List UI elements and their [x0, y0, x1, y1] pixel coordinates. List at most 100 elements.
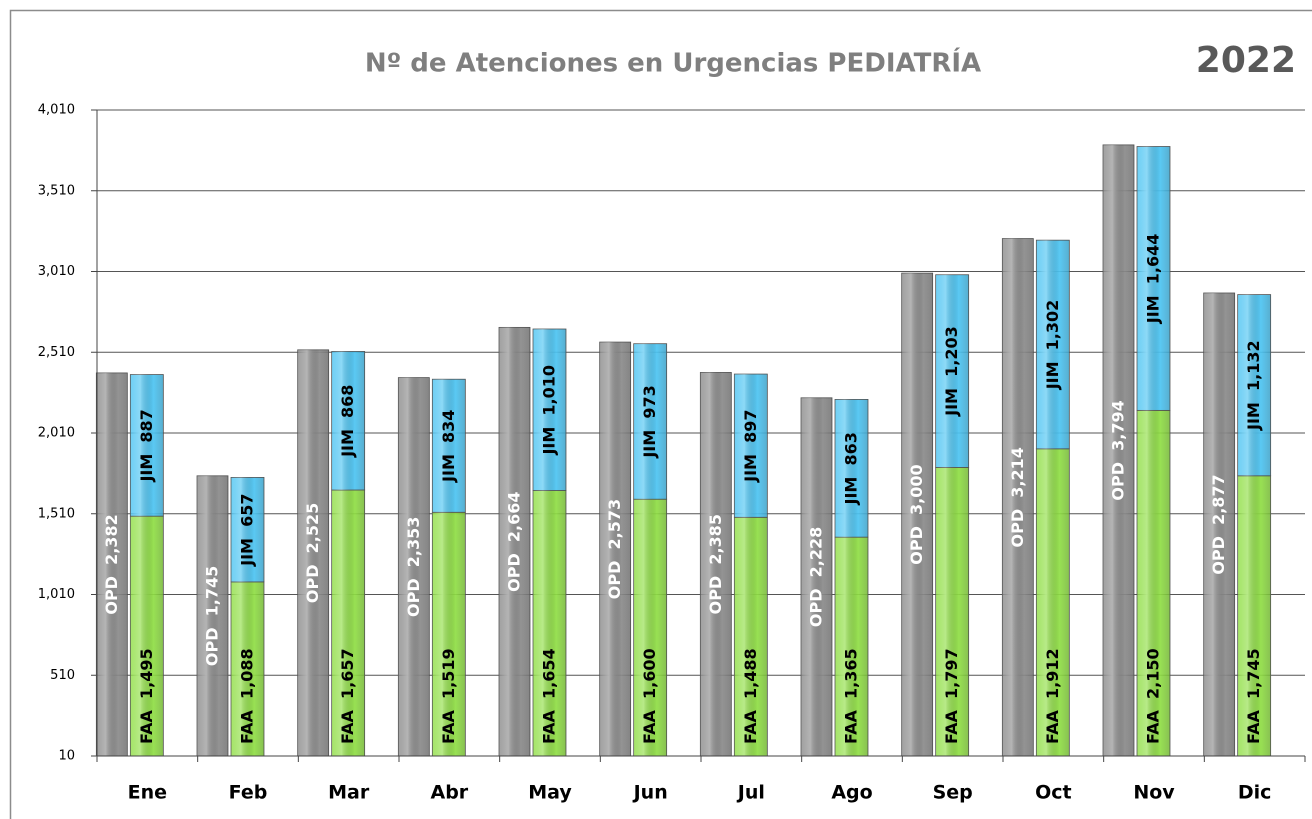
series-name: JIM	[539, 427, 558, 456]
data-label: OPD 2,228	[806, 527, 825, 627]
data-label: JIM 1,644	[1143, 234, 1162, 325]
value-label: 1,745	[1244, 648, 1263, 699]
data-label: JIM 657	[237, 493, 256, 566]
series-name: OPD	[806, 588, 825, 627]
value-label: 1,644	[1143, 234, 1162, 285]
bar-shine	[533, 490, 566, 756]
y-tick-label: 3,010	[38, 264, 75, 279]
series-name: OPD	[1007, 509, 1026, 548]
series-name: OPD	[1209, 536, 1228, 575]
data-label: JIM 887	[136, 409, 155, 482]
x-tick-label: Jul	[736, 782, 765, 804]
value-label: 1,495	[136, 648, 155, 699]
bar-shine	[734, 374, 768, 518]
bar-shine	[130, 374, 164, 517]
data-label: JIM 1,132	[1244, 340, 1263, 431]
series-name: OPD	[705, 576, 724, 615]
value-label: 1,010	[539, 365, 558, 416]
bar-shine	[801, 397, 832, 756]
data-label: OPD 2,382	[101, 514, 120, 614]
value-label: 868	[338, 385, 357, 418]
bars: Ene OPD 2,382 FAA 1,495 JIM 887 Feb OPD 1,745…	[95, 144, 1272, 804]
data-label: OPD 3,794	[1108, 400, 1127, 500]
y-tick-label: 2,510	[38, 345, 75, 360]
series-name: OPD	[504, 553, 523, 592]
chart-title: Nº de Atenciones en Urgencias PEDIATRÍA	[365, 47, 981, 79]
data-label: FAA 1,657	[338, 648, 357, 744]
data-label: OPD 2,385	[705, 514, 724, 614]
bar-shine	[231, 477, 264, 582]
x-tick-label: Ago	[831, 782, 872, 804]
value-label: 1,600	[640, 648, 659, 699]
bar-shine	[96, 372, 128, 756]
value-label: 2,228	[806, 527, 825, 578]
value-label: 1,365	[841, 648, 860, 699]
series-name: FAA	[1042, 710, 1061, 744]
data-label: FAA 1,519	[438, 648, 457, 744]
bar-shine	[331, 490, 365, 756]
series-name: FAA	[338, 710, 357, 744]
value-label: 2,877	[1209, 474, 1228, 525]
value-label: 1,657	[338, 648, 357, 699]
series-name: JIM	[136, 454, 155, 483]
series-name: JIM	[740, 454, 759, 483]
data-label: OPD 2,664	[504, 492, 523, 592]
value-label: 2,664	[504, 492, 523, 543]
bar-shine	[533, 328, 566, 491]
value-label: 1,745	[202, 566, 221, 617]
value-label: 1,519	[438, 648, 457, 699]
value-label: 2,382	[101, 514, 120, 565]
bar-shine	[1237, 475, 1271, 756]
value-label: 863	[841, 432, 860, 465]
series-name: FAA	[539, 710, 558, 744]
data-label: OPD 1,745	[202, 566, 221, 666]
data-label: FAA 1,088	[237, 648, 256, 744]
bar-shine	[432, 512, 466, 756]
data-label: FAA 1,495	[136, 648, 155, 744]
value-label: 1,912	[1042, 648, 1061, 699]
y-tick-label: 10	[58, 749, 75, 764]
y-tick-label: 4,010	[38, 103, 75, 118]
data-label: FAA 1,488	[740, 648, 759, 744]
bar-shine	[297, 349, 329, 756]
bar-shine	[835, 399, 868, 538]
bar-shine	[835, 537, 868, 756]
series-name: OPD	[907, 526, 926, 565]
x-tick-label: Dic	[1238, 782, 1272, 804]
value-label: 1,132	[1244, 340, 1263, 391]
bar-shine	[197, 475, 228, 756]
y-tick-label: 1,010	[38, 587, 75, 602]
value-label: 2,385	[705, 514, 724, 565]
series-name: OPD	[1108, 462, 1127, 501]
series-name: JIM	[237, 538, 256, 567]
bar-shine	[398, 377, 430, 756]
bar-shine	[1137, 410, 1170, 756]
data-label: JIM 1,010	[539, 365, 558, 456]
series-name: OPD	[403, 578, 422, 617]
y-tick-label: 2,010	[38, 426, 75, 441]
data-label: OPD 2,353	[403, 517, 422, 617]
y-tick-label: 510	[50, 668, 75, 683]
series-name: JIM	[1143, 295, 1162, 324]
data-label: OPD 3,214	[1007, 447, 1026, 547]
value-label: 897	[740, 409, 759, 442]
x-tick-label: Oct	[1035, 782, 1072, 804]
series-name: JIM	[338, 429, 357, 458]
series-name: FAA	[640, 710, 659, 744]
data-label: JIM 868	[338, 385, 357, 458]
x-tick-label: Abr	[430, 782, 468, 804]
data-label: FAA 1,365	[841, 648, 860, 744]
y-tick-label: 1,510	[38, 506, 75, 521]
x-tick-label: Sep	[933, 782, 973, 804]
value-label: 1,302	[1042, 300, 1061, 351]
value-label: 1,203	[942, 326, 961, 377]
bar-shine	[599, 342, 631, 756]
value-label: 887	[136, 409, 155, 442]
data-label: JIM 1,302	[1042, 300, 1061, 391]
data-label: FAA 2,150	[1143, 648, 1162, 744]
data-label: OPD 2,525	[303, 503, 322, 603]
data-label: JIM 973	[640, 385, 659, 458]
bar-shine	[1237, 294, 1271, 476]
data-label: JIM 863	[841, 432, 860, 505]
